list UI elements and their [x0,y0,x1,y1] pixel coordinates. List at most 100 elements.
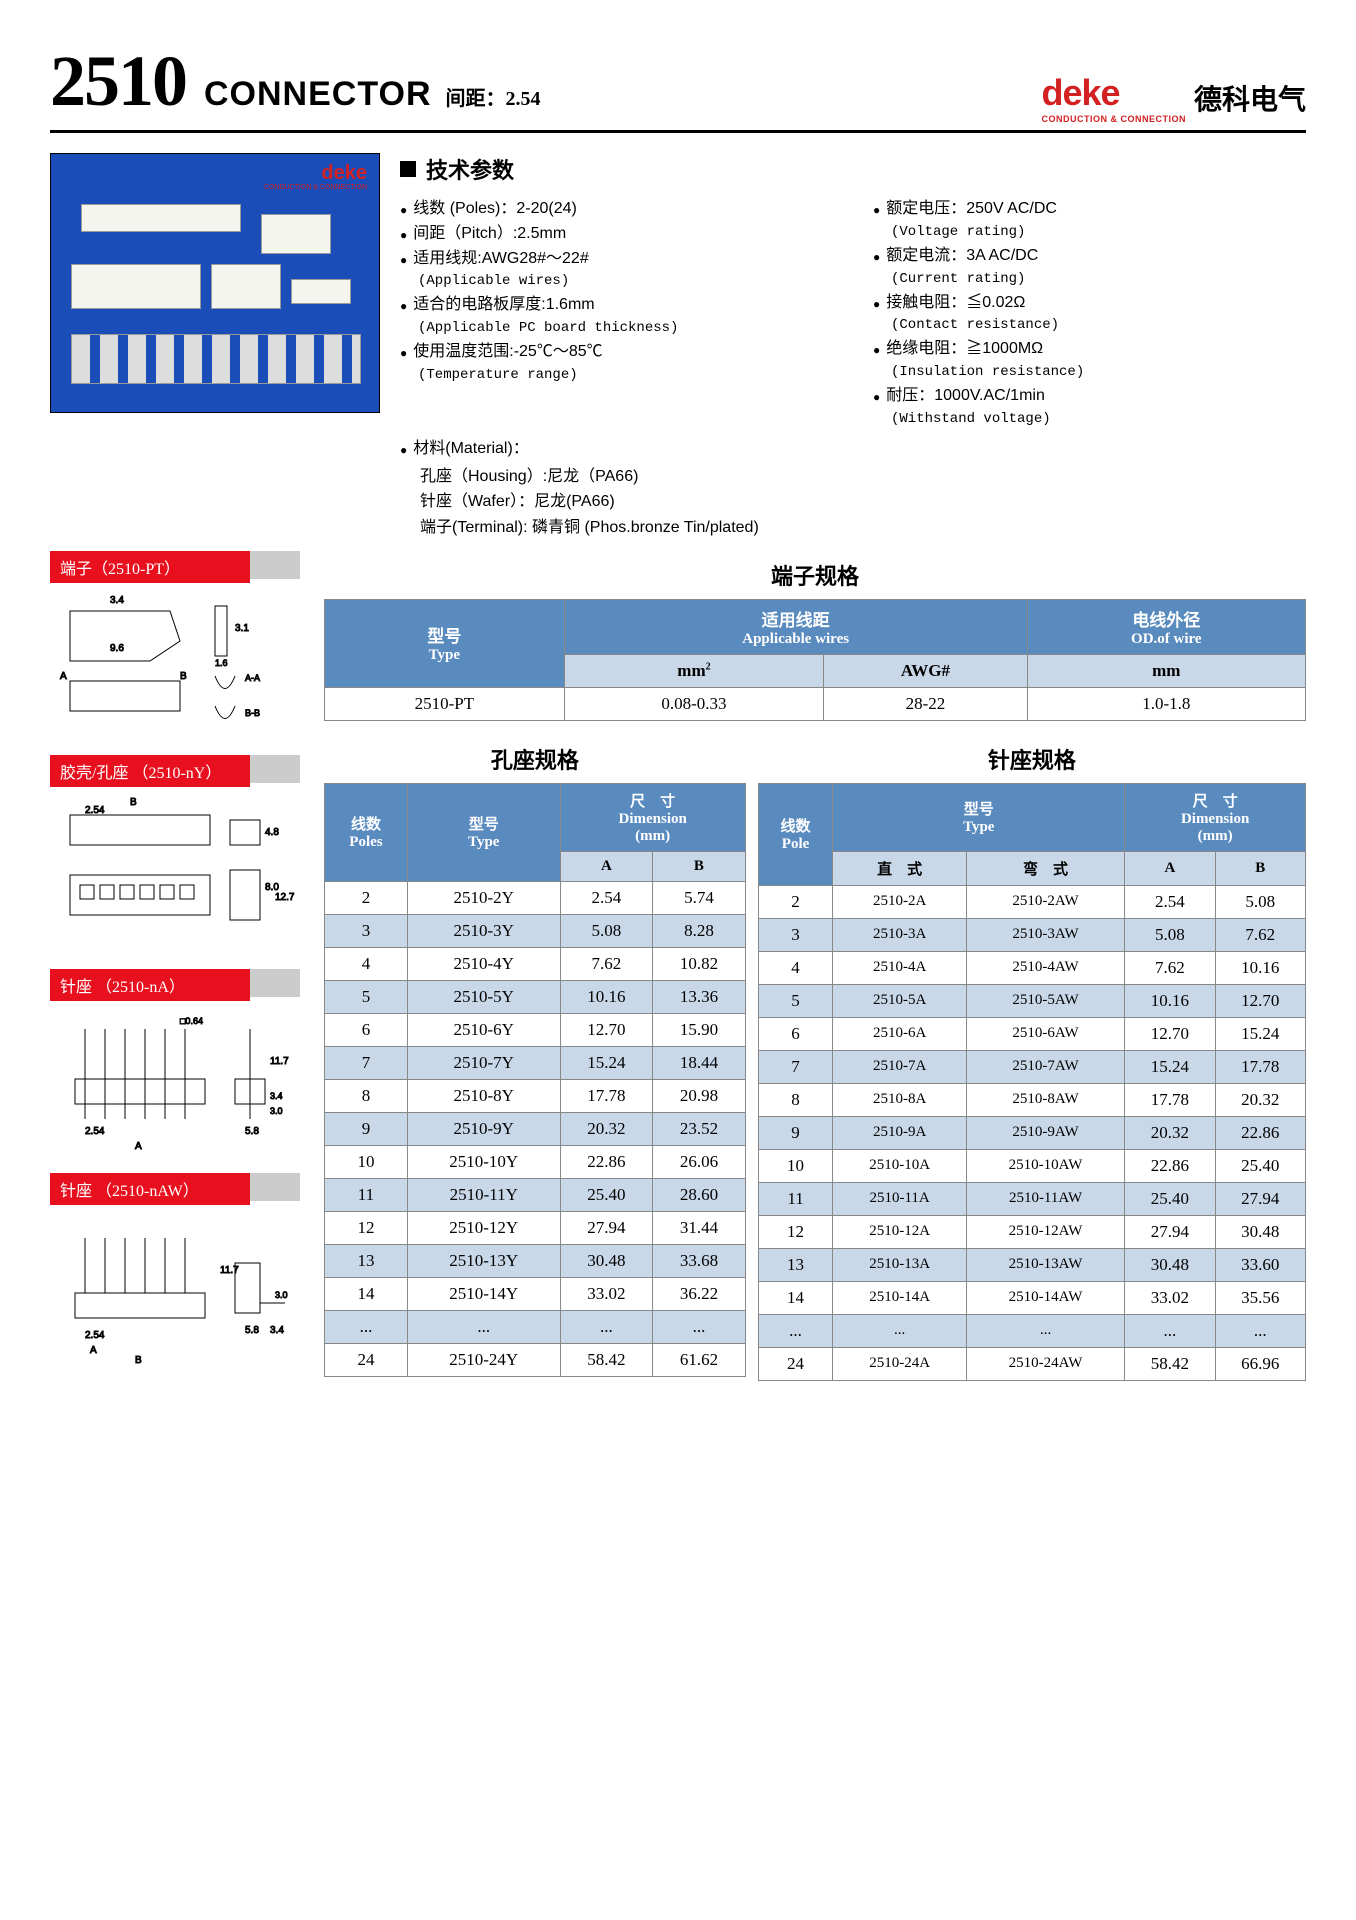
brand-block: deke CONDUCTION & CONNECTION 德科电气 [1041,72,1306,124]
table-row: 142510-14A2510-14AW33.0235.56 [758,1281,1305,1314]
svg-text:□0.64: □0.64 [180,1016,203,1026]
svg-text:5.8: 5.8 [245,1325,259,1336]
table-row: 32510-3Y5.088.28 [325,914,746,947]
table-row: 82510-8A2510-8AW17.7820.32 [758,1083,1305,1116]
housing-spec-title: 孔座规格 [324,743,746,775]
svg-text:1.6: 1.6 [215,658,228,668]
th-dim: 尺 寸Dimension(mm) [1125,783,1306,851]
material-label: 材料(Material)： [400,439,1306,460]
pitch-label: 间距：2.54 [446,82,541,111]
table-row: 32510-3A2510-3AW5.087.62 [758,918,1305,951]
material-line: 孔座（Housing）:尼龙（PA66) [420,464,1306,490]
photo-brand: deke [321,162,367,185]
th-mm: mm [1027,654,1305,687]
material-lines: 孔座（Housing）:尼龙（PA66)针座（Wafer）：尼龙(PA66)端子… [400,464,1306,541]
svg-text:A: A [60,671,67,682]
svg-text:2.54: 2.54 [85,1330,105,1341]
two-tables-row: 孔座规格 线数Poles 型号Type 尺 寸Dimension(mm) A B… [324,735,1306,1381]
table-row: 112510-11A2510-11AW25.4027.94 [758,1182,1305,1215]
table-row: 242510-24A2510-24AW58.4266.96 [758,1347,1305,1380]
svg-text:B: B [130,797,137,808]
wafer-spec-title: 针座规格 [758,743,1306,775]
svg-text:3.1: 3.1 [235,623,249,634]
svg-text:3.4: 3.4 [270,1325,284,1336]
spec-sub: (Applicable PC board thickness) [418,320,833,336]
material-line: 端子(Terminal): 磷青铜 (Phos.bronze Tin/plate… [420,515,1306,541]
table-row: 142510-14Y33.0236.22 [325,1277,746,1310]
terminal-table: 型号Type 适用线距Applicable wires 电线外径OD.of wi… [324,599,1306,721]
wafer-a-label-row: 针座 （2510-nA） [50,969,310,1001]
svg-text:3.0: 3.0 [270,1106,283,1116]
th-poles: 线数Poles [325,783,408,881]
wafer-aw-diagram: 2.54 A B 11.7 3.0 5.8 3.4 [50,1213,300,1373]
label-tail [250,1173,300,1201]
table-row: 22510-2Y2.545.74 [325,881,746,914]
model-number: 2510 [50,40,186,123]
table-row: 92510-9A2510-9AW20.3222.86 [758,1116,1305,1149]
housing-table-wrap: 孔座规格 线数Poles 型号Type 尺 寸Dimension(mm) A B… [324,735,746,1381]
label-tail [250,755,300,783]
svg-text:11.7: 11.7 [270,1056,289,1067]
spec-item: 耐压：1000V.AC/1min [873,386,1306,407]
spec-sub: (Current rating) [891,271,1306,287]
table-row: 92510-9Y20.3223.52 [325,1112,746,1145]
svg-text:B: B [180,671,187,682]
specs-right-col: 额定电压：250V AC/DC(Voltage rating)额定电流：3A A… [873,199,1306,433]
table-row: 72510-7Y15.2418.44 [325,1046,746,1079]
th-b: B [653,851,746,881]
brand-logo-block: deke CONDUCTION & CONNECTION [1041,72,1186,124]
spec-item: 额定电压：250V AC/DC [873,199,1306,220]
table-row: 132510-13Y30.4833.68 [325,1244,746,1277]
th-poles: 线数Pole [758,783,833,885]
material-line: 针座（Wafer）：尼龙(PA66) [420,489,1306,515]
th-bent: 弯 式 [966,851,1124,885]
spec-sub: (Contact resistance) [891,317,1306,333]
svg-text:2.54: 2.54 [85,1126,105,1137]
table-row: 132510-13A2510-13AW30.4833.60 [758,1248,1305,1281]
housing-label: 胶壳/孔座 （2510-nY） [50,755,250,787]
table-row: 62510-6A2510-6AW12.7015.24 [758,1017,1305,1050]
tech-specs: 技术参数 线数 (Poles)：2-20(24)间距（Pitch）:2.5mm适… [400,153,1306,541]
table-row: 82510-8Y17.7820.98 [325,1079,746,1112]
spec-item: 使用温度范围:-25℃～85℃ [400,342,833,363]
th-type: 型号Type [833,783,1125,851]
spec-item: 额定电流：3A AC/DC [873,246,1306,267]
spec-item: 适合的电路板厚度:1.6mm [400,295,833,316]
page-header: 2510 CONNECTOR 间距：2.54 deke CONDUCTION &… [50,40,1306,133]
th-mm2: mm2 [564,654,824,687]
brand-logo-en: deke [1041,72,1186,114]
main-section: 端子（2510-PT） 3.4 9.6 A B 3.1 A-A B-B 1.6 [50,551,1306,1387]
table-row: 42510-4A2510-4AW7.6210.16 [758,951,1305,984]
svg-text:12.7: 12.7 [275,892,295,903]
th-wires: 适用线距Applicable wires [564,599,1027,654]
wafer-table: 线数Pole 型号Type 尺 寸Dimension(mm) 直 式 弯 式 A… [758,783,1306,1381]
table-row: 22510-2A2510-2AW2.545.08 [758,885,1305,918]
table-row: ............ [325,1310,746,1343]
th-a: A [560,851,653,881]
table-row: 52510-5Y10.1613.36 [325,980,746,1013]
table-row: 122510-12Y27.9431.44 [325,1211,746,1244]
spec-item: 适用线规:AWG28#～22# [400,249,833,270]
wafer-a-label: 针座 （2510-nA） [50,969,250,1001]
svg-text:2.54: 2.54 [85,805,105,816]
svg-text:9.6: 9.6 [110,643,124,654]
svg-text:B-B: B-B [245,708,260,718]
label-tail [250,969,300,997]
table-row: 52510-5A2510-5AW10.1612.70 [758,984,1305,1017]
housing-label-row: 胶壳/孔座 （2510-nY） [50,755,310,787]
wafer-table-wrap: 针座规格 线数Pole 型号Type 尺 寸Dimension(mm) 直 式 … [758,735,1306,1381]
table-row: 242510-24Y58.4261.62 [325,1343,746,1376]
svg-text:3.0: 3.0 [275,1290,288,1300]
tables-area: 端子规格 型号Type 适用线距Applicable wires 电线外径OD.… [324,551,1306,1387]
spec-sub: (Temperature range) [418,367,833,383]
table-row: 102510-10Y22.8626.06 [325,1145,746,1178]
th-od: 电线外径OD.of wire [1027,599,1305,654]
wafer-a-diagram: 2.54 A □0.64 11.7 3.4 3.0 5.8 [50,1009,300,1159]
table-row: ............... [758,1314,1305,1347]
spec-sub: (Withstand voltage) [891,411,1306,427]
terminal-spec-title: 端子规格 [324,559,1306,591]
th-type: 型号Type [407,783,560,881]
specs-columns: 线数 (Poles)：2-20(24)间距（Pitch）:2.5mm适用线规:A… [400,199,1306,433]
connector-label: CONNECTOR [204,75,432,114]
terminal-row: 2510-PT 0.08-0.33 28-22 1.0-1.8 [325,687,1306,720]
